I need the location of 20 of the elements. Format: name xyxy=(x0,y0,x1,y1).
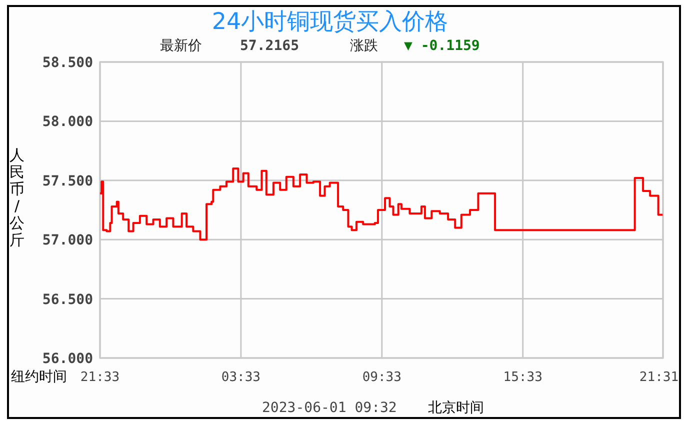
x-tick-label: 15:33 xyxy=(503,370,542,385)
x-tick-label: 03:33 xyxy=(221,370,261,385)
x-tick-label: 09:33 xyxy=(362,370,402,385)
text: 2023-06-01 09:32 xyxy=(262,400,397,416)
text: ▼ -0.1159 xyxy=(404,38,480,54)
y-tick-label: 56.500 xyxy=(42,292,93,308)
text: 57.2165 xyxy=(240,38,300,54)
y-tick-label: 57.000 xyxy=(42,232,93,249)
x-axis-title: 纽约时间 xyxy=(11,369,67,385)
x-tick-label: 21:31 xyxy=(639,370,679,385)
text: 涨跌 xyxy=(350,38,378,54)
y-tick-label: 57.500 xyxy=(42,173,93,190)
text: 北京时间 xyxy=(428,400,484,416)
x-tick-label: 21:33 xyxy=(80,370,120,385)
y-axis-title: 人民币/公斤 xyxy=(10,146,24,249)
y-tick-label: 58.500 xyxy=(42,55,93,71)
chart-title: 24小时铜现货买入价格 xyxy=(212,9,448,35)
text: 最新价 xyxy=(160,38,202,54)
y-tick-label: 58.000 xyxy=(42,114,93,130)
y-tick-label: 56.000 xyxy=(42,351,93,367)
